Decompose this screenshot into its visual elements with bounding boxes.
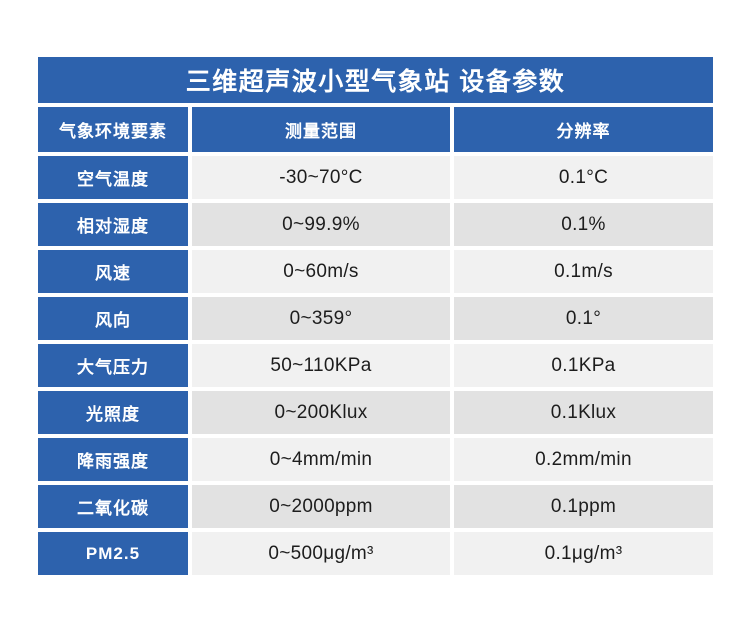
row-label: PM2.5 — [38, 532, 188, 575]
row-label: 相对湿度 — [38, 203, 188, 246]
table-row: 降雨强度 0~4mm/min 0.2mm/min — [38, 438, 713, 481]
row-label: 风向 — [38, 297, 188, 340]
resolution-value: 0.1μg/m³ — [454, 532, 713, 575]
range-value: 0~500μg/m³ — [192, 532, 450, 575]
resolution-value: 0.1% — [454, 203, 713, 246]
table-row: 光照度 0~200Klux 0.1Klux — [38, 391, 713, 434]
resolution-value: 0.1° — [454, 297, 713, 340]
row-label: 光照度 — [38, 391, 188, 434]
table-row: 二氧化碳 0~2000ppm 0.1ppm — [38, 485, 713, 528]
range-value: 50~110KPa — [192, 344, 450, 387]
resolution-value: 0.1KPa — [454, 344, 713, 387]
row-label: 空气温度 — [38, 156, 188, 199]
table-row: 相对湿度 0~99.9% 0.1% — [38, 203, 713, 246]
range-value: 0~60m/s — [192, 250, 450, 293]
col-header-resolution: 分辨率 — [454, 107, 713, 152]
table-row: 大气压力 50~110KPa 0.1KPa — [38, 344, 713, 387]
range-value: 0~99.9% — [192, 203, 450, 246]
range-value: -30~70°C — [192, 156, 450, 199]
resolution-value: 0.1Klux — [454, 391, 713, 434]
table-row: 空气温度 -30~70°C 0.1°C — [38, 156, 713, 199]
spec-table: 三维超声波小型气象站 设备参数 气象环境要素 测量范围 分辨率 空气温度 -30… — [38, 57, 713, 575]
table-row: 风速 0~60m/s 0.1m/s — [38, 250, 713, 293]
row-label: 降雨强度 — [38, 438, 188, 481]
resolution-value: 0.2mm/min — [454, 438, 713, 481]
resolution-value: 0.1m/s — [454, 250, 713, 293]
range-value: 0~2000ppm — [192, 485, 450, 528]
range-value: 0~359° — [192, 297, 450, 340]
header-row: 气象环境要素 测量范围 分辨率 — [38, 107, 713, 152]
table-row: 风向 0~359° 0.1° — [38, 297, 713, 340]
col-header-range: 测量范围 — [192, 107, 450, 152]
col-header-element: 气象环境要素 — [38, 107, 188, 152]
row-label: 风速 — [38, 250, 188, 293]
table-title: 三维超声波小型气象站 设备参数 — [38, 57, 713, 103]
row-label: 二氧化碳 — [38, 485, 188, 528]
range-value: 0~200Klux — [192, 391, 450, 434]
table-row: PM2.5 0~500μg/m³ 0.1μg/m³ — [38, 532, 713, 575]
range-value: 0~4mm/min — [192, 438, 450, 481]
row-label: 大气压力 — [38, 344, 188, 387]
resolution-value: 0.1°C — [454, 156, 713, 199]
resolution-value: 0.1ppm — [454, 485, 713, 528]
